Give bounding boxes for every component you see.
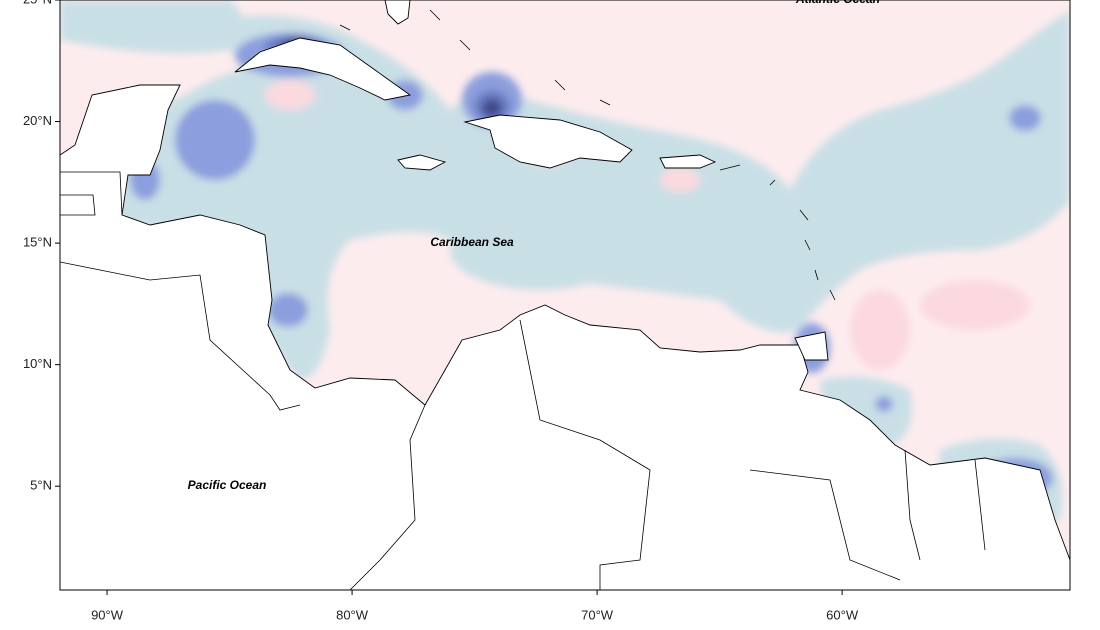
cuba: [234, 37, 412, 101]
x-tick-label: 70°W: [581, 607, 614, 622]
anomaly-field: [60, 0, 1070, 590]
florida: [384, 0, 411, 25]
border: [60, 171, 986, 590]
hispaniola: [463, 114, 633, 169]
jamaica: [397, 154, 447, 171]
sea-label: Caribbean Sea: [430, 235, 514, 249]
x-tick-label: 80°W: [336, 607, 369, 622]
islands: [339, 9, 836, 301]
mainland: [60, 84, 1070, 590]
y-tick-label: 20°N: [23, 113, 52, 128]
sea-label: Pacific Ocean: [188, 478, 267, 492]
y-tick-label: 15°N: [23, 235, 52, 250]
sea-label: Atlantic Ocean: [795, 0, 880, 6]
y-tick-label: 5°N: [30, 478, 52, 493]
contours: [60, 0, 1070, 536]
puerto-rico: [659, 154, 717, 169]
y-tick-label: 25°N: [23, 0, 52, 6]
y-tick-label: 10°N: [23, 356, 52, 371]
plot-frame: [59, 0, 1071, 591]
trinidad: [794, 331, 829, 361]
x-tick-label: 90°W: [91, 607, 124, 622]
x-tick-label: 60°W: [826, 607, 859, 622]
land: [60, 0, 1070, 590]
